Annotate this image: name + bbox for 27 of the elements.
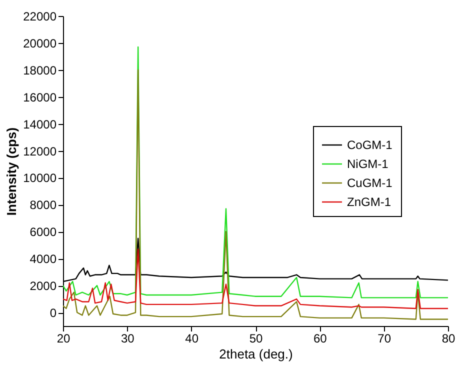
legend-label: CoGM-1 (347, 138, 393, 152)
y-tick-label: 2000 (30, 279, 57, 294)
y-tick-label: 12000 (23, 144, 57, 158)
y-tick-label: 22000 (23, 10, 57, 24)
x-tick-label: 40 (185, 332, 199, 346)
y-tick-label: 4000 (30, 252, 57, 266)
x-axis-title: 2theta (deg.) (219, 346, 293, 362)
y-axis-title: Intensity (cps) (4, 127, 20, 216)
line-series (63, 69, 448, 320)
y-tick-label: 18000 (23, 63, 57, 78)
legend-label: CuGM-1 (347, 176, 393, 190)
y-tick-label: 6000 (30, 225, 57, 240)
y-tick-label: 20000 (23, 36, 57, 50)
x-tick-label: 20 (56, 332, 70, 346)
y-tick-label: 16000 (23, 90, 57, 104)
x-tick-label: 60 (313, 332, 328, 346)
y-tick-label: 0 (50, 306, 57, 320)
legend-label: NiGM-1 (347, 157, 389, 171)
line-series (63, 248, 448, 310)
y-tick-label: 8000 (30, 198, 57, 212)
y-tick-label: 10000 (23, 171, 57, 186)
x-tick-label: 70 (378, 332, 392, 346)
y-tick-label: 14000 (23, 117, 57, 132)
x-tick-label: 80 (442, 332, 456, 346)
legend-label: ZnGM-1 (347, 195, 392, 209)
x-tick-label: 30 (120, 332, 135, 346)
x-tick-label: 50 (249, 332, 263, 346)
